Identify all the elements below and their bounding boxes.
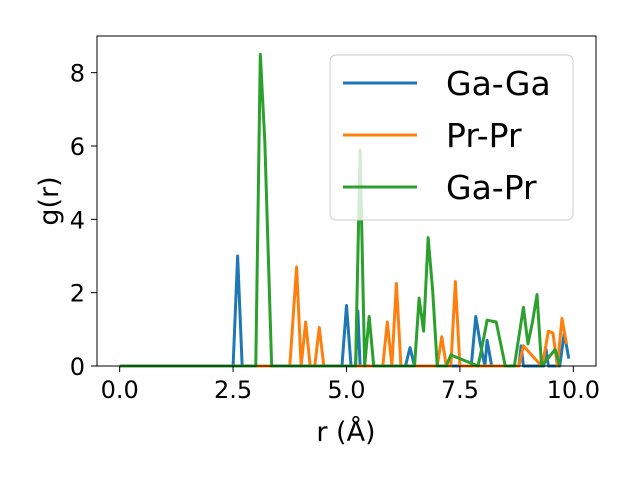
legend-label-pr-pr: Pr-Pr bbox=[446, 116, 522, 155]
legend-label-ga-ga: Ga-Ga bbox=[446, 64, 551, 103]
x-tick-label: 0.0 bbox=[101, 376, 139, 404]
legend: Ga-Ga Pr-Pr Ga-Pr bbox=[329, 54, 574, 221]
x-axis-label: r (Å) bbox=[316, 416, 375, 448]
y-tick-label: 6 bbox=[70, 133, 85, 161]
x-axis-ticks: 0.0 2.5 5.0 7.5 10.0 bbox=[101, 366, 600, 404]
y-tick-label: 2 bbox=[70, 280, 85, 308]
legend-label-ga-pr: Ga-Pr bbox=[446, 168, 537, 207]
y-tick-label: 8 bbox=[70, 60, 85, 88]
x-tick-label: 10.0 bbox=[547, 376, 600, 404]
x-tick-label: 2.5 bbox=[214, 376, 252, 404]
y-tick-label: 4 bbox=[70, 206, 85, 234]
x-tick-label: 7.5 bbox=[441, 376, 479, 404]
y-tick-label: 0 bbox=[70, 353, 85, 381]
legend-box bbox=[329, 54, 574, 221]
y-axis-ticks: 0 2 4 6 8 bbox=[70, 60, 97, 381]
x-tick-label: 5.0 bbox=[327, 376, 365, 404]
y-axis-label: g(r) bbox=[34, 176, 65, 225]
